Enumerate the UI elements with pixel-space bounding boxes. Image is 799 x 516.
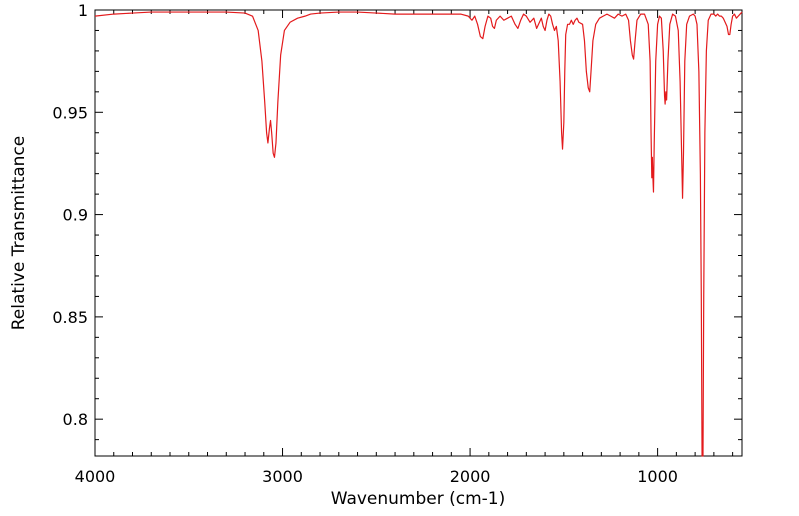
- y-axis-ticks: 0.8 0.85 0.9 0.95 1: [52, 1, 742, 429]
- x-axis-ticks: 4000 3000 2000 1000: [75, 10, 678, 486]
- y-tick-label: 1: [78, 1, 88, 20]
- y-tick-label: 0.9: [63, 206, 88, 225]
- x-tick-label: 1000: [637, 467, 678, 486]
- x-axis-label: Wavenumber (cm-1): [331, 489, 506, 509]
- minor-ticks: [95, 10, 742, 456]
- x-tick-label: 4000: [75, 467, 116, 486]
- y-tick-label: 0.8: [63, 410, 88, 429]
- y-axis-label: Relative Transmittance: [9, 136, 29, 331]
- x-tick-label: 2000: [450, 467, 491, 486]
- spectrum-series-line: [94, 11, 743, 457]
- y-tick-label: 0.85: [52, 308, 88, 327]
- plot-area-frame: [94, 9, 743, 457]
- y-tick-label: 0.95: [52, 103, 88, 122]
- series-group: [94, 11, 743, 457]
- x-tick-label: 3000: [262, 467, 303, 486]
